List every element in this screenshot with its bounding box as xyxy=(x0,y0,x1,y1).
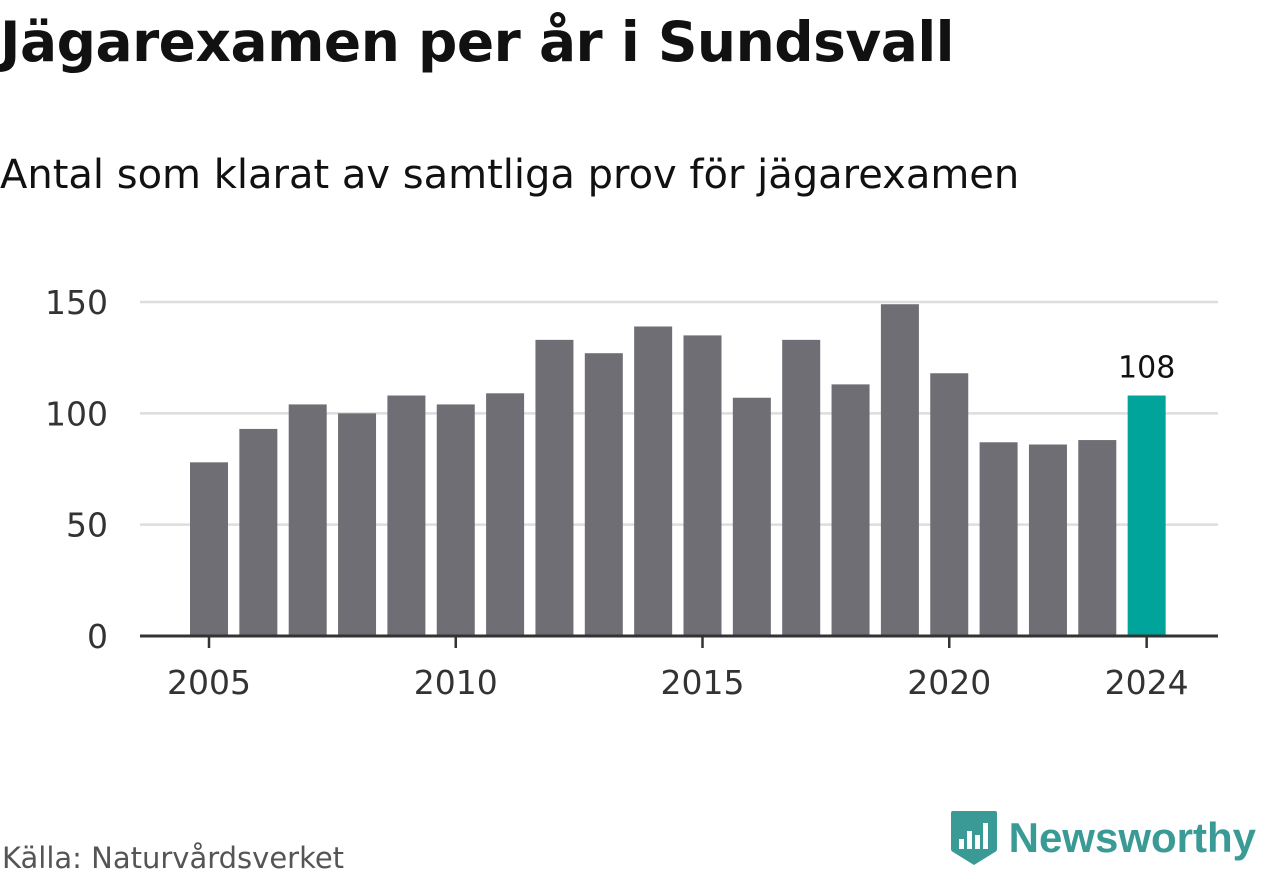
bar-2020 xyxy=(930,373,969,636)
y-tick-label-50: 50 xyxy=(66,506,108,545)
bar-2016 xyxy=(732,397,771,636)
x-tick-label-2024: 2024 xyxy=(1105,663,1189,702)
data-label-2024: 108 xyxy=(1118,351,1175,386)
chart-title: Jägarexamen per år i Sundsvall xyxy=(0,10,955,74)
bar-2009 xyxy=(387,395,426,636)
bar-2018 xyxy=(831,384,870,636)
y-tick-label-100: 100 xyxy=(45,394,108,433)
newsworthy-logo-icon xyxy=(950,811,997,865)
bar-2005 xyxy=(190,462,228,636)
bar-2014 xyxy=(634,326,673,636)
bar-2013 xyxy=(584,353,623,636)
x-tick-label-2005: 2005 xyxy=(167,663,251,702)
bar-2019 xyxy=(880,304,919,636)
bar-2011 xyxy=(486,393,525,636)
newsworthy-brand[interactable]: Newsworthy xyxy=(949,809,1256,867)
bar-2022 xyxy=(1028,444,1067,636)
bar-2023 xyxy=(1078,440,1117,636)
x-tick-label-2015: 2015 xyxy=(661,663,745,702)
bar-2008 xyxy=(338,413,377,636)
bar-2024 xyxy=(1127,395,1166,636)
bar-2017 xyxy=(782,339,821,636)
y-tick-label-150: 150 xyxy=(45,283,108,322)
bar-2006 xyxy=(239,428,278,636)
bar-chart: 0 50 100 150 2005 2010 2015 2020 2024 108 xyxy=(45,283,1218,702)
chart-subtitle: Antal som klarat av samtliga prov för jä… xyxy=(0,152,1020,198)
bar-2015 xyxy=(683,335,722,636)
bar-2010 xyxy=(436,404,475,636)
bar-2007 xyxy=(288,404,327,636)
y-tick-label-0: 0 xyxy=(87,617,108,656)
source-label: Källa: Naturvårdsverket xyxy=(2,841,345,875)
bar-2021 xyxy=(979,442,1018,636)
x-tick-label-2020: 2020 xyxy=(907,663,991,702)
brand-name: Newsworthy xyxy=(1008,814,1256,861)
bar-2012 xyxy=(535,339,574,636)
x-tick-label-2010: 2010 xyxy=(414,663,498,702)
